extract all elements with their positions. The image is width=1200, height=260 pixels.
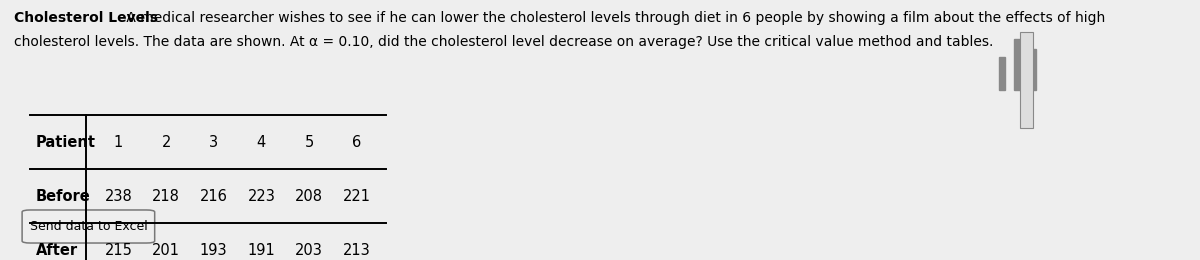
Text: 193: 193 <box>200 243 228 258</box>
Text: 223: 223 <box>247 189 275 204</box>
Bar <box>998 57 1006 90</box>
Bar <box>1020 32 1033 127</box>
Text: 208: 208 <box>295 189 323 204</box>
FancyBboxPatch shape <box>22 210 155 243</box>
Text: 1: 1 <box>114 134 124 150</box>
Text: A medical researcher wishes to see if he can lower the cholesterol levels throug: A medical researcher wishes to see if he… <box>122 11 1105 25</box>
Text: Before: Before <box>36 189 90 204</box>
Text: 221: 221 <box>343 189 371 204</box>
Text: 2: 2 <box>161 134 170 150</box>
Text: 216: 216 <box>199 189 228 204</box>
Text: 191: 191 <box>247 243 275 258</box>
Text: Patient: Patient <box>36 134 96 150</box>
Text: Send data to Excel: Send data to Excel <box>30 220 148 233</box>
Text: 4: 4 <box>257 134 266 150</box>
Text: 218: 218 <box>152 189 180 204</box>
Text: 201: 201 <box>152 243 180 258</box>
Text: 215: 215 <box>104 243 132 258</box>
Bar <box>1030 49 1036 90</box>
Text: 213: 213 <box>343 243 371 258</box>
Text: After: After <box>36 243 78 258</box>
Bar <box>1014 39 1020 90</box>
Text: cholesterol levels. The data are shown. At α = 0.10, did the cholesterol level d: cholesterol levels. The data are shown. … <box>14 11 994 49</box>
Text: 6: 6 <box>352 134 361 150</box>
Text: 5: 5 <box>305 134 313 150</box>
Text: 3: 3 <box>209 134 218 150</box>
Text: 238: 238 <box>104 189 132 204</box>
Text: Cholesterol Levels: Cholesterol Levels <box>14 11 158 25</box>
Text: 203: 203 <box>295 243 323 258</box>
